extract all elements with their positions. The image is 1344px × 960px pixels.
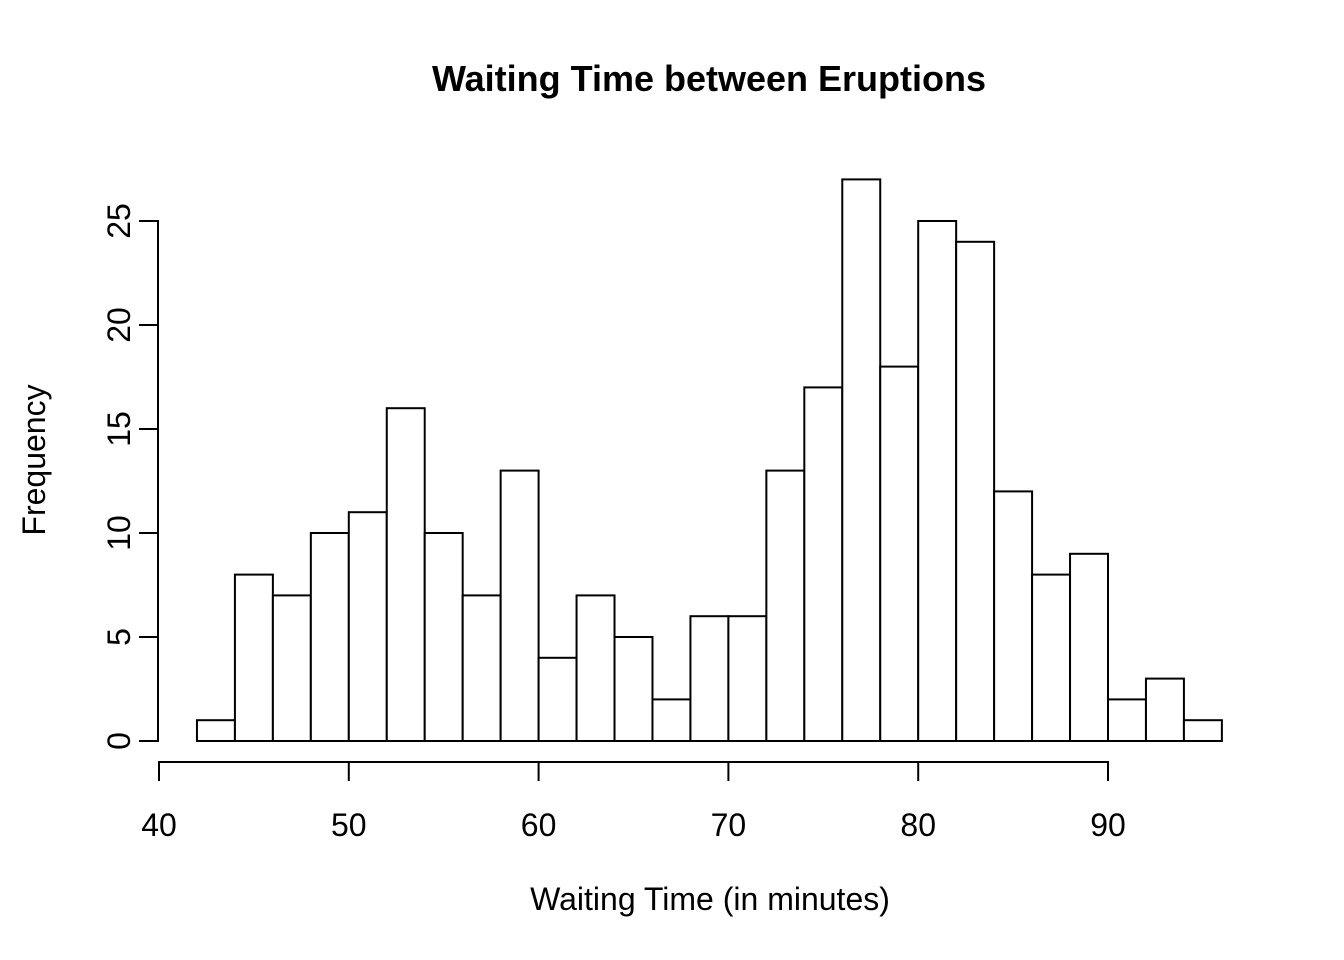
chart-title: Waiting Time between Eruptions bbox=[432, 58, 986, 99]
histogram-bar-50-52 bbox=[347, 511, 388, 743]
histogram-bar-56-58 bbox=[461, 594, 502, 743]
histogram-bar-90-92 bbox=[1107, 698, 1147, 743]
histogram-bars bbox=[195, 178, 1223, 743]
y-axis-label: Frequency bbox=[16, 384, 52, 535]
x-tick-label: 80 bbox=[900, 807, 936, 843]
y-tick-label: 5 bbox=[101, 628, 137, 646]
x-tick-label: 70 bbox=[711, 807, 747, 843]
histogram-bar-60-62 bbox=[537, 656, 578, 742]
x-axis-label: Waiting Time (in minutes) bbox=[530, 881, 890, 917]
histogram-bar-94-96 bbox=[1182, 719, 1223, 743]
histogram-bar-82-84 bbox=[955, 240, 996, 743]
histogram-bar-88-90 bbox=[1069, 552, 1110, 742]
histogram-bar-78-80 bbox=[879, 365, 920, 742]
histogram-bar-58-60 bbox=[499, 469, 540, 742]
y-tick-label: 25 bbox=[101, 203, 137, 239]
histogram-bar-46-48 bbox=[271, 594, 312, 743]
x-tick-label: 60 bbox=[521, 807, 557, 843]
histogram-bar-52-54 bbox=[385, 407, 426, 742]
x-axis: 40 50 60 70 80 90 bbox=[141, 761, 1126, 843]
histogram-bar-68-70 bbox=[689, 615, 730, 743]
histogram-bar-92-94 bbox=[1144, 677, 1185, 742]
histogram-bar-72-74 bbox=[765, 469, 806, 742]
histogram-bar-74-76 bbox=[803, 386, 844, 742]
histogram-bar-86-88 bbox=[1031, 573, 1072, 742]
histogram-bar-48-50 bbox=[309, 532, 350, 742]
y-tick-label: 10 bbox=[101, 515, 137, 551]
histogram-bar-54-56 bbox=[423, 532, 464, 742]
histogram-bar-44-46 bbox=[233, 573, 274, 742]
x-tick-label: 50 bbox=[331, 807, 367, 843]
histogram-bar-62-64 bbox=[575, 594, 616, 743]
histogram-bar-76-78 bbox=[841, 178, 882, 742]
x-tick-label: 90 bbox=[1090, 807, 1126, 843]
x-tick-label: 40 bbox=[141, 807, 177, 843]
y-tick-label: 20 bbox=[101, 307, 137, 343]
histogram-bar-64-66 bbox=[613, 636, 654, 742]
histogram-bar-80-82 bbox=[917, 220, 958, 742]
y-tick-label: 0 bbox=[101, 732, 137, 750]
histogram-bar-42-44 bbox=[195, 719, 236, 743]
y-axis: 0 5 10 15 20 25 bbox=[101, 203, 159, 750]
histogram-bar-84-86 bbox=[993, 490, 1034, 742]
histogram-bar-70-72 bbox=[727, 615, 768, 743]
y-tick-label: 15 bbox=[101, 411, 137, 447]
histogram-bar-66-68 bbox=[651, 698, 692, 743]
